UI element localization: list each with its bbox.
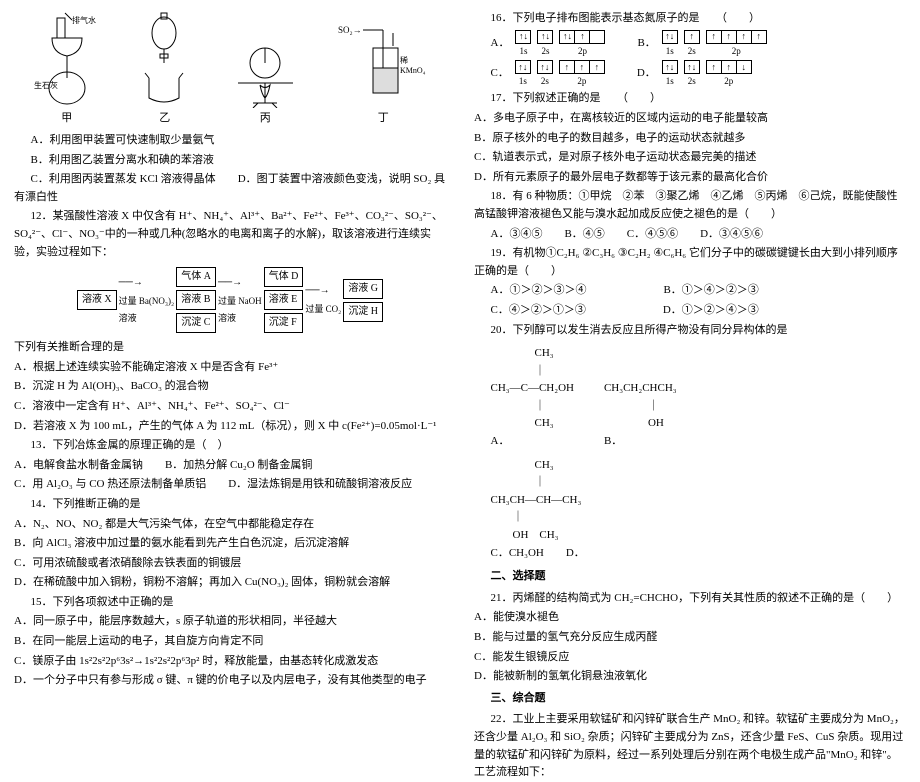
- svg-text:排气水: 排气水: [72, 15, 96, 25]
- q19-ab: A．①＞②＞③＞④ B．①＞④＞②＞③: [474, 282, 906, 300]
- diagram-label: 乙: [159, 112, 170, 124]
- section-3: 三、综合题: [474, 690, 906, 708]
- struct-cd: CH₃ ｜ CH₃CH―CH―CH₃ ｜ OH CH₃ C．CH₃OH D．: [491, 457, 585, 563]
- diagram-label: 甲: [61, 112, 72, 124]
- svg-text:KMnO₄: KMnO₄: [400, 66, 426, 75]
- q17-b: B．原子核外的电子的数目越多，电子的运动状态就越多: [474, 130, 906, 148]
- q15-d: D．一个分子中只有参与形成 σ 键、π 键的价电子以及内层电子，没有其他类型的电…: [14, 672, 446, 690]
- diagram-yi: 乙: [137, 8, 192, 128]
- q19: 19．有机物①C₂H₆ ②C₃H₆ ③C₂H₂ ④C₆H₆ 它们分子中的碳碳键键…: [474, 245, 906, 280]
- q15: 15．下列各项叙述中正确的是: [14, 594, 446, 612]
- q11-a: A．利用图甲装置可快速制取少量氨气: [14, 132, 446, 150]
- q21-b: B．能与过量的氢气充分反应生成丙醛: [474, 629, 906, 647]
- q15-c: C．镁原子由 1s²2s²2p⁶3s²→1s²2s²2p⁶3p² 时，释放能量，…: [14, 653, 446, 671]
- apparatus-jia-svg: 排气水 生石灰: [32, 8, 102, 108]
- q22: 22．工业上主要采用软锰矿和闪锌矿联合生产 MnO₂ 和锌。软锰矿主要成分为 M…: [474, 711, 906, 781]
- diagram-ding: SO₂→ 稀 KMnO₄ 丁: [338, 8, 428, 128]
- q15-b: B．在同一能层上运动的电子，其自旋方向肯定不同: [14, 633, 446, 651]
- q13-ab: A．电解食盐水制备金属钠 B．加热分解 Cu₂O 制备金属铜: [14, 457, 446, 475]
- q12-c: C．溶液中一定含有 H⁺、Al³⁺、NH₄⁺、Fe²⁺、SO₄²⁻、Cl⁻: [14, 398, 446, 416]
- q15-a: A．同一原子中，能层序数越大，s 原子轨道的形状相同，半径越大: [14, 613, 446, 631]
- q17-a: A．多电子原子中，在离核较近的区域内运动的电子能量较高: [474, 110, 906, 128]
- q14-c: C．可用浓硫酸或者浓硝酸除去铁表面的铜镀层: [14, 555, 446, 573]
- flow-g: 溶液 G: [343, 279, 383, 299]
- flow-a: 气体 A: [176, 267, 216, 287]
- q11-c: C．利用图丙装置蒸发 KCl 溶液得晶体 D．图丁装置中溶液颜色变浅，说明 SO…: [14, 171, 446, 206]
- flow-c: 沉淀 C: [176, 313, 216, 333]
- q12-a: A．根据上述连续实验不能确定溶液 X 中是否含有 Fe³⁺: [14, 359, 446, 377]
- struct-a: CH₃ ｜ CH₃―C―CH₂OH ｜ CH₃ A．: [491, 345, 574, 451]
- q12-flowchart: 溶液 X ──→ 过量 Ba(NO₃)₂ 溶液 气体 A 溶液 B 沉淀 C ─…: [14, 267, 446, 333]
- q20-structures-row2: CH₃ ｜ CH₃CH―CH―CH₃ ｜ OH CH₃ C．CH₃OH D．: [491, 457, 907, 563]
- flow-h: 沉淀 H: [343, 302, 383, 322]
- arrow-icon: ──→: [305, 283, 341, 299]
- q16-option-a: A． ↑↓ 1s ↑↓ 2s ↑↓↑ 2p B． ↑↓ 1s ↑ 2s ↑↑↑↑…: [491, 30, 907, 58]
- q21-d: D．能被新制的氢氧化铜悬浊液氧化: [474, 668, 906, 686]
- section-2: 二、选择题: [474, 568, 906, 586]
- flow-x: 溶液 X: [77, 290, 117, 310]
- q18: 18．有 6 种物质：①甲烷 ②苯 ③聚乙烯 ④乙烯 ⑤丙烯 ⑥己烷，既能使酸性…: [474, 188, 906, 223]
- svg-text:稀: 稀: [400, 55, 408, 65]
- q18-opts: A．③④⑤ B．④⑤ C．④⑤⑥ D．③④⑤⑥: [474, 226, 906, 244]
- q12-tail: 下列有关推断合理的是: [14, 339, 446, 357]
- apparatus-ding-svg: SO₂→ 稀 KMnO₄: [338, 8, 428, 108]
- q14-d: D．在稀硫酸中加入铜粉，铜粉不溶解；再加入 Cu(NO₃)₂ 固体，铜粉就会溶解: [14, 574, 446, 592]
- arrow-icon: ──→: [119, 275, 175, 291]
- struct-b: CH₃CH₂CHCH₃ ｜ OH B．: [604, 380, 677, 450]
- q17-c: C．轨道表示式，是对原子核外电子运动状态最完美的描述: [474, 149, 906, 167]
- apparatus-diagrams: 排气水 生石灰 甲 乙: [14, 8, 446, 128]
- flow-f: 沉淀 F: [264, 313, 304, 333]
- q12-d: D．若溶液 X 为 100 mL，产生的气体 A 为 112 mL（标况），则 …: [14, 418, 446, 436]
- q17: 17．下列叙述正确的是 （ ）: [474, 90, 906, 108]
- q13: 13．下列冶炼金属的原理正确的是（ ）: [14, 437, 446, 455]
- flow-b: 溶液 B: [176, 290, 216, 310]
- apparatus-bing-svg: [228, 8, 303, 108]
- arrow-icon: ──→: [218, 275, 262, 291]
- q17-d: D．所有元素原子的最外层电子数都等于该元素的最高化合价: [474, 169, 906, 187]
- diagram-label: 丁: [378, 112, 389, 124]
- q16-option-c: C． ↑↓ 1s ↑↓ 2s ↑↑↑ 2p D． ↑↓ 1s ↑↓ 2s ↑↑↓…: [491, 60, 907, 88]
- apparatus-yi-svg: [137, 8, 192, 108]
- q20: 20．下列醇可以发生消去反应且所得产物没有同分异构体的是: [474, 322, 906, 340]
- q21: 21．丙烯醛的结构简式为 CH₂=CHCHO，下列有关其性质的叙述不正确的是（ …: [474, 590, 906, 608]
- q12-stem: 12．某强酸性溶液 X 中仅含有 H⁺、NH₄⁺、Al³⁺、Ba²⁺、Fe²⁺、…: [14, 208, 446, 261]
- q21-c: C．能发生银镜反应: [474, 649, 906, 667]
- q11-b: B．利用图乙装置分离水和碘的苯溶液: [31, 154, 214, 166]
- svg-text:生石灰: 生石灰: [34, 80, 58, 90]
- q13-cd: C．用 Al₂O₃ 与 CO 热还原法制备单质铝 D．湿法炼铜是用铁和硫酸铜溶液…: [14, 476, 446, 494]
- q14: 14．下列推断正确的是: [14, 496, 446, 514]
- diagram-label: 丙: [260, 112, 271, 124]
- right-column: 16．下列电子排布图能表示基态氮原子的是 （ ） A． ↑↓ 1s ↑↓ 2s …: [460, 0, 920, 651]
- q19-cd: C．④＞②＞①＞③ D．①＞②＞④＞③: [474, 302, 906, 320]
- q12-b: B．沉淀 H 为 Al(OH)₃、BaCO₃ 的混合物: [14, 378, 446, 396]
- left-column: 排气水 生石灰 甲 乙: [0, 0, 460, 651]
- svg-text:SO₂→: SO₂→: [338, 25, 362, 35]
- q14-b: B．向 AlCl₃ 溶液中加过量的氨水能看到先产生白色沉淀，后沉淀溶解: [14, 535, 446, 553]
- diagram-bing: 丙: [228, 8, 303, 128]
- q20-structures-row1: CH₃ ｜ CH₃―C―CH₂OH ｜ CH₃ A． CH₃CH₂CHCH₃ ｜…: [491, 345, 907, 451]
- q14-a: A．N₂、NO、NO₂ 都是大气污染气体，在空气中都能稳定存在: [14, 516, 446, 534]
- flow-e: 溶液 E: [264, 290, 304, 310]
- flow-d: 气体 D: [264, 267, 304, 287]
- q21-a: A．能使溴水褪色: [474, 609, 906, 627]
- q16: 16．下列电子排布图能表示基态氮原子的是 （ ）: [474, 10, 906, 28]
- diagram-jia: 排气水 生石灰 甲: [32, 8, 102, 128]
